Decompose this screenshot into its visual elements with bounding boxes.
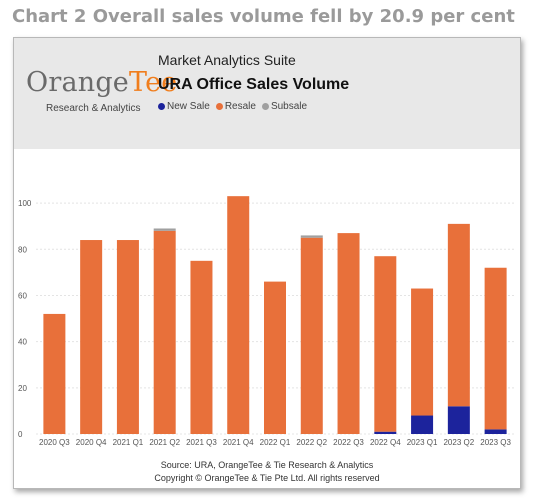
x-tick-label: 2022 Q1 <box>260 438 291 447</box>
y-tick-label: 0 <box>18 430 23 439</box>
x-tick-label: 2021 Q3 <box>186 438 217 447</box>
bar-segment-resale <box>300 237 323 434</box>
chart-legend: New Sale Resale Subsale <box>158 101 307 112</box>
bar-segment-new-sale <box>447 406 470 434</box>
x-tick-label: 2020 Q4 <box>76 438 107 447</box>
chart-title: URA Office Sales Volume <box>158 76 350 93</box>
bar-segment-new-sale <box>484 429 507 434</box>
legend-swatch-new-sale <box>158 103 165 110</box>
x-tick-label: 2023 Q1 <box>407 438 438 447</box>
x-tick-label: 2022 Q2 <box>296 438 327 447</box>
source-note: Source: URA, OrangeTee & Tie Research & … <box>160 460 374 470</box>
y-tick-label: 80 <box>18 245 27 254</box>
bar-chart: 0 20 40 60 80 100 2020 Q3 2020 Q4 2021 Q1 2021 Q2… <box>18 196 514 447</box>
legend-swatch-subsale <box>261 103 269 110</box>
bar-segment-resale <box>484 267 507 430</box>
bar-segment-new-sale <box>411 415 434 434</box>
legend-label-resale: Resale <box>224 101 256 112</box>
bar-segment-subsale <box>153 228 176 231</box>
chart-banner: OrangeTee Research & Analytics Market An… <box>14 38 520 149</box>
x-tick-label: 2022 Q4 <box>370 438 401 447</box>
bar-segment-resale <box>264 281 286 434</box>
legend-item-resale: Resale <box>215 101 256 112</box>
bar-segment-subsale <box>300 235 323 238</box>
legend-item-new-sale: New Sale <box>158 101 210 112</box>
x-tick-label: 2020 Q3 <box>39 438 70 447</box>
chart-heading: Chart 2 Overall sales volume fell by 20.… <box>12 6 515 27</box>
bar-segment-resale <box>447 223 470 407</box>
bar-segment-resale <box>190 260 213 434</box>
y-tick-label: 60 <box>18 291 27 300</box>
legend-swatch-resale <box>215 103 223 110</box>
copyright-note: Copyright © OrangeTee & Tie Pte Ltd. All… <box>154 473 380 483</box>
chart-card: OrangeTee Research & Analytics Market An… <box>13 37 521 489</box>
legend-label-subsale: Subsale <box>270 101 308 112</box>
y-tick-label: 100 <box>18 199 32 208</box>
x-tick-label: 2021 Q2 <box>149 438 180 447</box>
x-tick-label: 2023 Q3 <box>480 438 511 447</box>
legend-item-subsale: Subsale <box>261 101 308 112</box>
bar-segment-resale <box>337 233 360 434</box>
orangetee-logo: OrangeTee <box>26 67 178 98</box>
suite-name: Market Analytics Suite <box>158 52 296 68</box>
bar-segment-new-sale <box>374 431 397 434</box>
bar-segment-resale <box>153 230 176 434</box>
bar-segment-resale <box>227 196 250 434</box>
bar-segment-resale <box>411 288 434 416</box>
bar-segment-resale <box>80 240 103 434</box>
x-tick-label: 2022 Q3 <box>333 438 364 447</box>
y-tick-label: 40 <box>18 338 27 347</box>
bar-segment-resale <box>43 313 66 434</box>
bar-segment-resale <box>374 256 397 432</box>
x-tick-label: 2023 Q2 <box>443 438 474 447</box>
bar-segment-resale <box>116 240 139 434</box>
x-tick-label: 2021 Q4 <box>223 438 254 447</box>
y-tick-label: 20 <box>18 384 27 393</box>
legend-label-new-sale: New Sale <box>167 101 210 112</box>
logo-tagline: Research & Analytics <box>46 103 141 114</box>
x-tick-label: 2021 Q1 <box>113 438 144 447</box>
